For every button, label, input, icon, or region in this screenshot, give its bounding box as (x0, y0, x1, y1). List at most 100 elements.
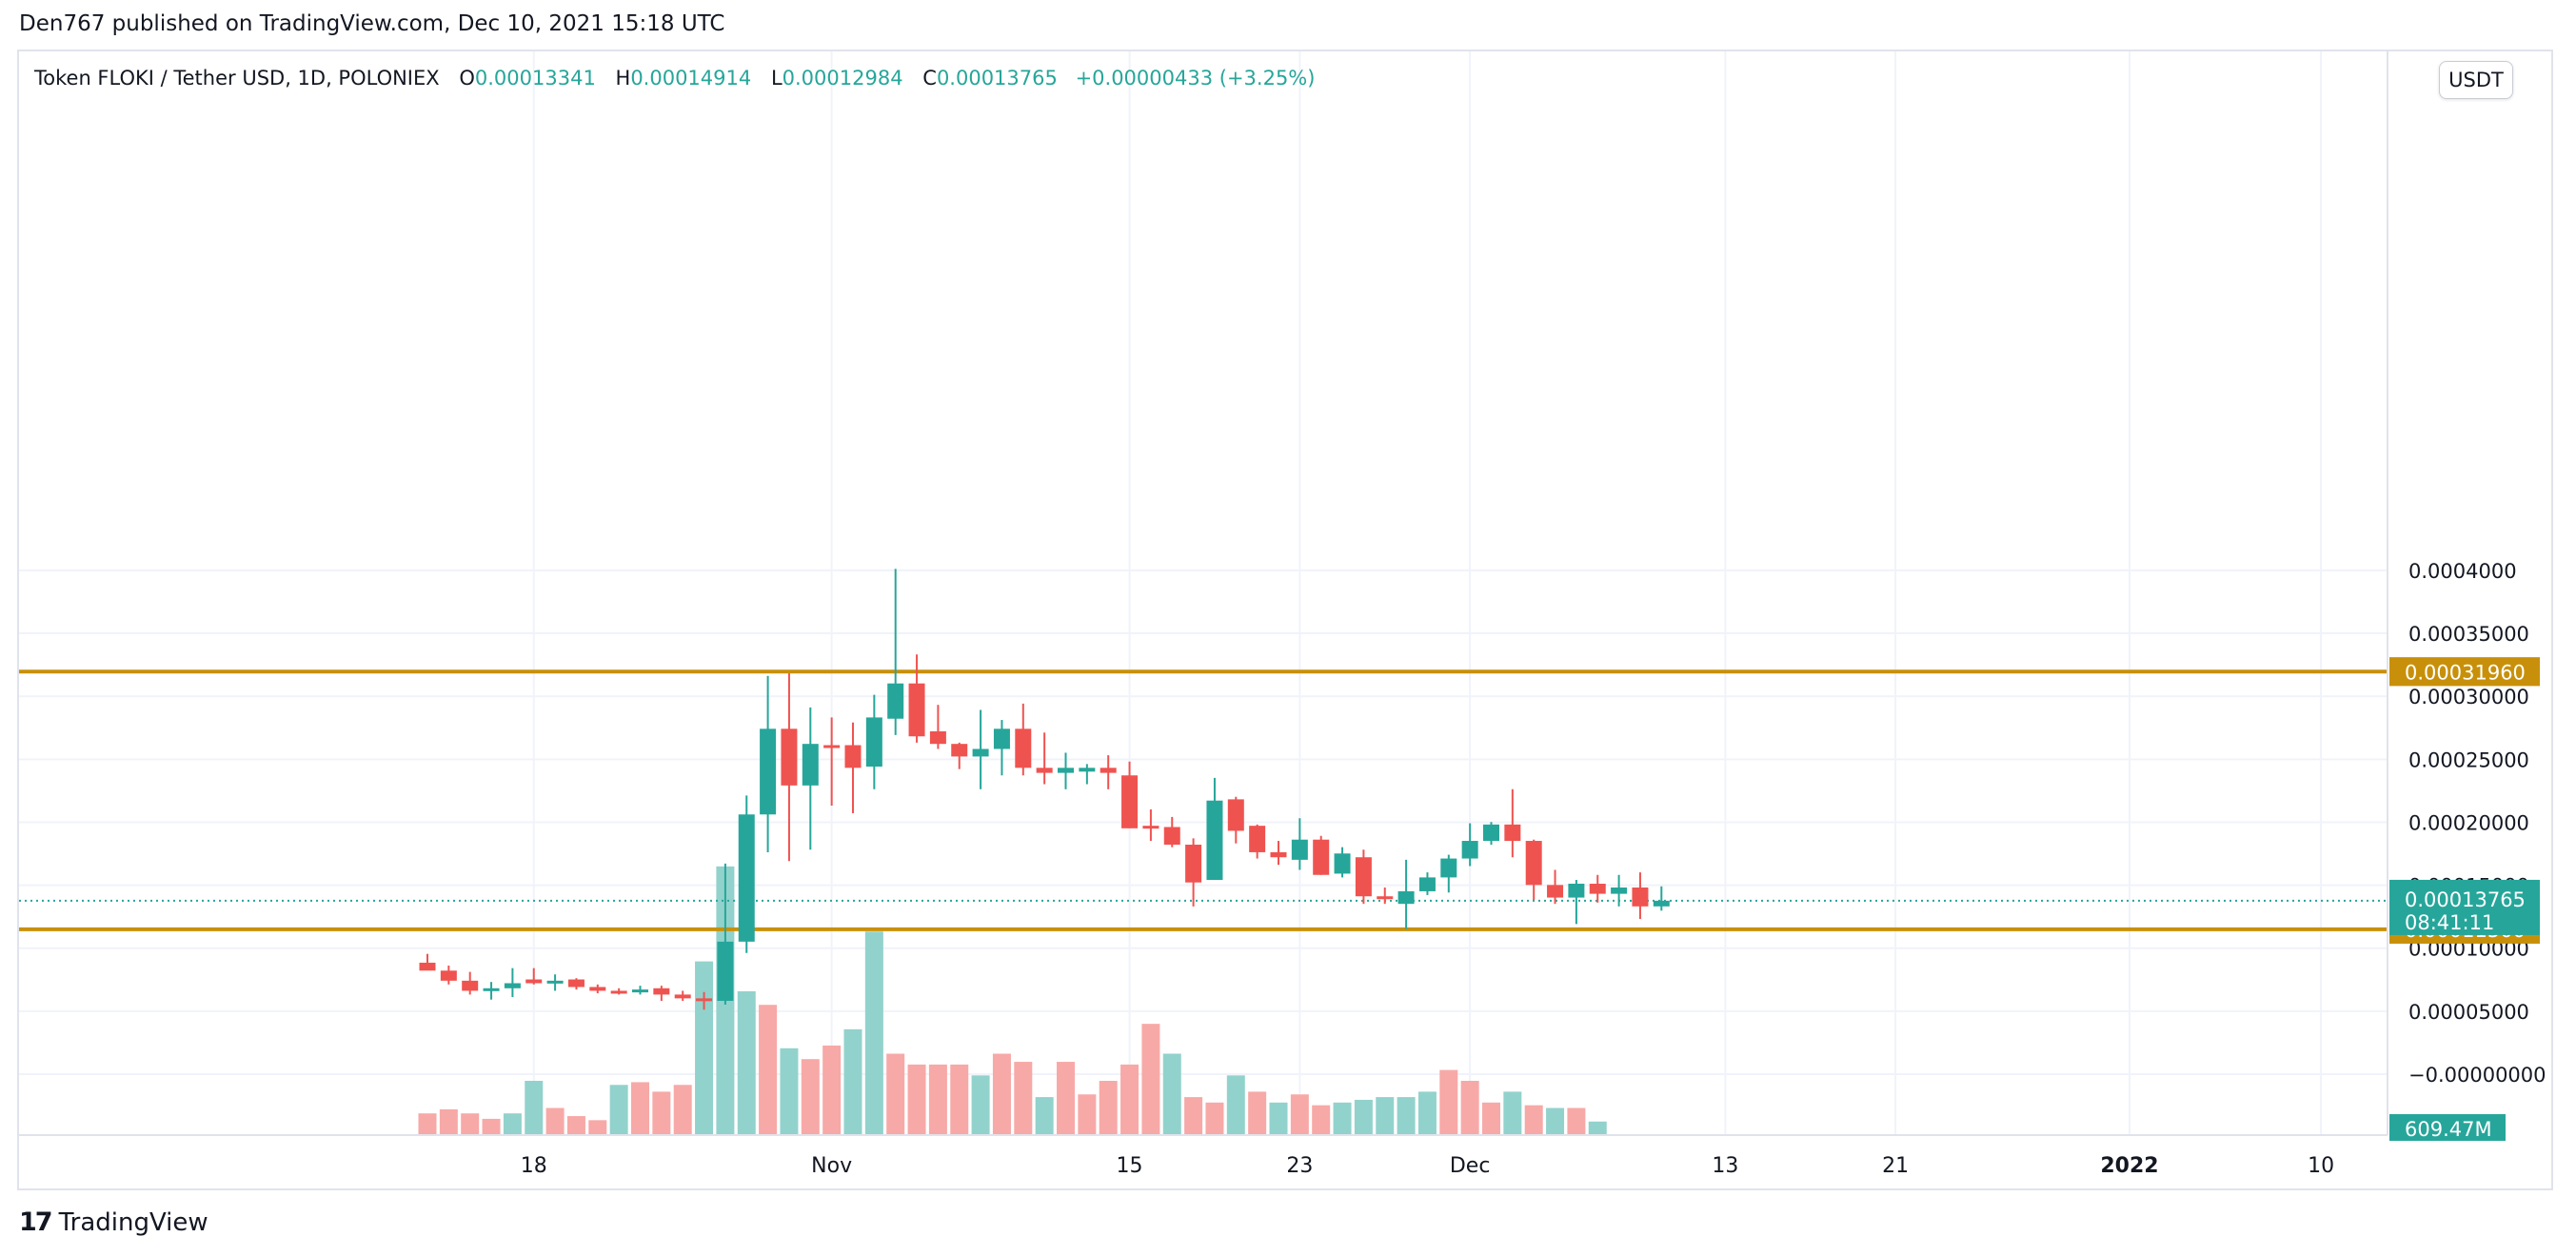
volume-bar (525, 1081, 544, 1135)
candle-body (1568, 884, 1585, 898)
chart-frame (17, 50, 2553, 1190)
candle-body (781, 728, 798, 786)
volume-bar (1120, 1064, 1139, 1135)
open-value: 0.00013341 (474, 67, 596, 90)
candle-body (1100, 768, 1117, 773)
candle-body (1121, 775, 1139, 828)
time-tick-label: 10 (2308, 1154, 2334, 1178)
footer-brand[interactable]: 17 TradingView (19, 1207, 208, 1237)
countdown-label: 08:41:11 (2405, 911, 2494, 934)
candle-body (1334, 853, 1351, 874)
volume-bar (418, 1113, 437, 1135)
volume-bar (1248, 1091, 1267, 1135)
volume-bar (1312, 1105, 1331, 1135)
candle-body (546, 980, 564, 984)
volume-bar (673, 1085, 692, 1135)
candle-body (1611, 887, 1628, 894)
last-price-tag (2389, 879, 2540, 935)
volume-bar (439, 1108, 458, 1135)
volume-bar (482, 1118, 501, 1135)
tradingview-logo-icon: 17 (19, 1207, 53, 1237)
volume-bar (1439, 1069, 1458, 1135)
volume-bar (907, 1064, 926, 1135)
volume-bar (588, 1120, 607, 1135)
volume-bar (1141, 1024, 1160, 1135)
volume-bar (737, 990, 756, 1135)
price-tick-label: 0.00035000 (2408, 623, 2529, 646)
price-tick-label: 0.0004000 (2408, 560, 2517, 583)
volume-bar (609, 1085, 628, 1135)
price-tick-label: 0.00025000 (2408, 748, 2529, 771)
volume-bars (418, 866, 1607, 1135)
volume-bar (992, 1053, 1011, 1135)
candle-body (1142, 826, 1159, 829)
volume-bar (1078, 1094, 1097, 1135)
volume-bar (503, 1113, 522, 1135)
volume-bar (1524, 1105, 1543, 1135)
candle-body (738, 814, 755, 942)
candle-body (462, 980, 479, 991)
volume-bar (1057, 1062, 1075, 1135)
volume-bar (780, 1048, 799, 1135)
price-tick-label: 0.00005000 (2408, 1001, 2529, 1024)
volume-bar (545, 1107, 565, 1135)
volume-bar (759, 1005, 778, 1135)
volume-bar (1354, 1099, 1373, 1135)
candle-body (1079, 768, 1096, 772)
volume-bar (1269, 1102, 1288, 1135)
volume-bar (566, 1116, 585, 1135)
candle-body (1483, 824, 1499, 842)
candle-body (929, 730, 946, 745)
candle-body (993, 728, 1010, 749)
time-tick-label: 15 (1117, 1154, 1143, 1178)
volume-bar (1397, 1097, 1416, 1135)
volume-bar (1184, 1097, 1203, 1135)
volume-bar (1226, 1075, 1245, 1135)
candle-body (1058, 768, 1074, 773)
price-tick-label: 0.00030000 (2408, 686, 2529, 708)
time-tick-label: 18 (521, 1154, 547, 1178)
open-label: O (459, 67, 475, 90)
grid-lines (19, 51, 2388, 1135)
candle-body (1440, 858, 1457, 878)
candle-body (1418, 877, 1436, 891)
candle-body (1525, 841, 1542, 886)
candle-body (1313, 839, 1330, 875)
level-price-tag (2389, 657, 2540, 687)
volume-bar (950, 1064, 969, 1135)
volume-bar (1162, 1053, 1181, 1135)
candle-body (567, 979, 585, 988)
candle-body (908, 683, 925, 737)
volume-bar (1290, 1094, 1309, 1135)
candle-body (483, 988, 500, 991)
candle-body (653, 988, 670, 995)
candle-body (1355, 857, 1372, 897)
candle-body (1249, 826, 1266, 852)
publisher-line: Den767 published on TradingView.com, Dec… (19, 11, 725, 36)
volume-bar (1333, 1102, 1352, 1135)
currency-button[interactable]: USDT (2439, 61, 2513, 99)
candle-body (1397, 890, 1415, 905)
volume-bar (652, 1091, 671, 1135)
volume-bar (1099, 1081, 1118, 1135)
volume-bar (631, 1082, 649, 1135)
candle-body (1015, 728, 1032, 768)
volume-bar (1376, 1097, 1395, 1135)
candle-body (1291, 839, 1308, 860)
low-value: 0.00012984 (782, 67, 903, 90)
price-axis: 0.0004000 0.00035000 0.00030000 0.00025000 0… (2387, 51, 2546, 1141)
volume-bar (1417, 1091, 1437, 1135)
level-price-label: 0.00031960 (2405, 661, 2526, 684)
time-tick-label: Dec (1450, 1154, 1491, 1178)
last-price-label: 0.00013765 (2405, 888, 2526, 911)
time-tick-label: 21 (1882, 1154, 1909, 1178)
candle-body (1377, 896, 1394, 900)
volume-tag (2389, 1114, 2506, 1141)
candles (419, 569, 1670, 1010)
volume-bar (971, 1075, 990, 1135)
time-axis: 18 Nov 15 23 Dec 13 21 2022 10 (19, 1134, 2388, 1178)
volume-bar (1460, 1081, 1479, 1135)
change-value: +0.00000433 (+3.25%) (1075, 67, 1316, 90)
